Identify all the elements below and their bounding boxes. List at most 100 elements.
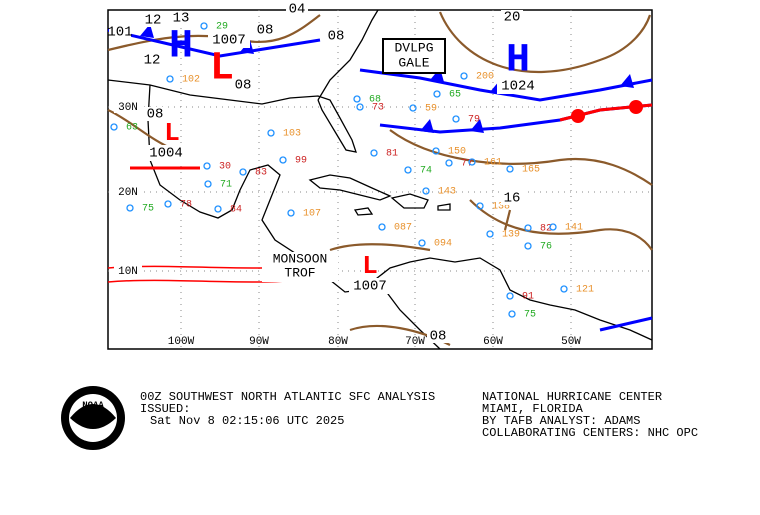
pressure-bg	[208, 32, 250, 48]
isobar-label-bg	[232, 78, 254, 92]
station-value: 150	[448, 147, 466, 158]
station-value: 30	[219, 162, 231, 173]
cold-front	[599, 316, 653, 332]
station-value: 82	[540, 224, 552, 235]
cold-front	[359, 68, 653, 102]
trough-text: MONSOON	[273, 251, 328, 266]
noaa-logo: NOAA	[61, 386, 125, 450]
isobar-label-bg	[254, 23, 276, 37]
isobar	[389, 129, 653, 186]
map-labels: 1022963757379818482761651411211501381390…	[107, 2, 594, 348]
isobar-label: 08	[328, 29, 345, 45]
cuba	[308, 174, 392, 201]
isobar-label-bg	[427, 329, 449, 343]
isobar-label-bg	[325, 29, 347, 43]
station-circle	[422, 187, 430, 195]
station-circle	[476, 202, 484, 210]
station-value: 99	[295, 156, 307, 167]
station-value: 71	[220, 180, 232, 191]
station-value: 138	[492, 202, 510, 213]
station-circle	[166, 75, 174, 83]
pressure-bg	[145, 145, 187, 161]
footer-location: MIAMI, FLORIDA	[482, 402, 584, 416]
station-circle	[204, 180, 212, 188]
station-circle	[452, 115, 460, 123]
gale-text: DVLPG	[394, 40, 433, 55]
isobar-label: 08	[257, 23, 274, 39]
station-value: 29	[216, 22, 228, 33]
station-value: 141	[565, 223, 583, 234]
isobar-label: 12	[145, 13, 162, 29]
isobar	[503, 209, 512, 231]
isobar-label-bg	[144, 107, 166, 121]
station-value: 75	[142, 204, 154, 215]
station-circle	[524, 242, 532, 250]
footer-issued-label: ISSUED:	[140, 402, 190, 416]
station-circle	[287, 209, 295, 217]
station-circle	[508, 310, 516, 318]
station-value: 81	[386, 149, 398, 160]
station-circle	[164, 200, 172, 208]
station-circle	[370, 149, 378, 157]
station-circle	[267, 129, 275, 137]
station-value: 102	[182, 75, 200, 86]
station-value: 107	[303, 209, 321, 220]
trough-text: TROF	[284, 265, 315, 280]
isobar	[469, 199, 653, 251]
lat-bg	[114, 186, 142, 198]
station-value: 73	[372, 103, 384, 114]
station-circle	[353, 95, 361, 103]
station-value: 77	[461, 159, 473, 170]
hispaniola	[390, 193, 429, 209]
center-pressure: 1007	[212, 33, 246, 49]
station-value: 76	[540, 242, 552, 253]
graticule	[108, 10, 652, 349]
center-symbol: L	[362, 251, 378, 281]
station-circle	[279, 156, 287, 164]
isobar-label: 101	[107, 25, 132, 41]
station-circle	[524, 224, 532, 232]
footer-collab: COLLABORATING CENTERS: NHC OPC	[482, 426, 698, 440]
station-value: 63	[126, 123, 138, 134]
lon-label: 100W	[168, 336, 195, 348]
center-pressure: 1007	[353, 279, 387, 295]
station-circle	[126, 204, 134, 212]
east-coast	[317, 9, 379, 101]
footer-center: NATIONAL HURRICANE CENTER	[482, 390, 662, 404]
station-value: 78	[180, 200, 192, 211]
station-value: 161	[484, 158, 502, 169]
isobar-label: 12	[144, 53, 161, 69]
isobar-label: 13	[173, 11, 190, 27]
jamaica	[353, 207, 374, 216]
isobar-label-bg	[286, 2, 308, 16]
station-value: 094	[434, 239, 452, 250]
station-circle	[239, 168, 247, 176]
isobar-label-bg	[501, 191, 523, 205]
station-value: 121	[576, 285, 594, 296]
center-symbol: L	[164, 118, 180, 148]
south-america-coast	[371, 257, 653, 341]
footer-analyst: BY TAFB ANALYST: ADAMS	[482, 414, 640, 428]
gale-text: GALE	[398, 55, 429, 70]
isobar-label-bg	[501, 10, 523, 24]
center-symbol: H	[506, 39, 530, 84]
lon-label: 50W	[561, 336, 581, 348]
station-circle	[356, 103, 364, 111]
isobar-label: 04	[289, 2, 306, 18]
station-circle	[560, 285, 568, 293]
station-circle	[506, 292, 514, 300]
station-circle	[468, 158, 476, 166]
station-value: 087	[394, 223, 412, 234]
center-symbol: L	[210, 47, 234, 92]
lon-label: 60W	[483, 336, 503, 348]
isobar-label: 20	[504, 10, 521, 26]
station-circle	[110, 123, 118, 131]
station-value: 91	[522, 292, 534, 303]
lat-bg	[114, 101, 142, 113]
cold-front	[107, 28, 321, 58]
lon-label: 90W	[249, 336, 269, 348]
lon-label: 80W	[328, 336, 348, 348]
lat-label: 30N	[118, 102, 138, 114]
isobar	[438, 11, 652, 74]
station-circle	[203, 162, 211, 170]
